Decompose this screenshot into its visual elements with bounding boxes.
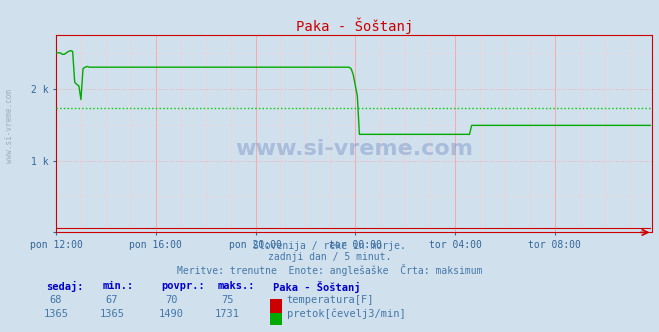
Text: temperatura[F]: temperatura[F] — [287, 295, 374, 305]
Text: Paka - Šoštanj: Paka - Šoštanj — [273, 281, 361, 292]
Text: povpr.:: povpr.: — [161, 281, 205, 290]
Text: pretok[čevelj3/min]: pretok[čevelj3/min] — [287, 309, 405, 319]
Text: www.si-vreme.com: www.si-vreme.com — [235, 139, 473, 159]
Text: Slovenija / reke in morje.: Slovenija / reke in morje. — [253, 241, 406, 251]
Text: maks.:: maks.: — [217, 281, 255, 290]
Text: 67: 67 — [106, 295, 118, 305]
Text: 1365: 1365 — [100, 309, 125, 319]
Text: Meritve: trenutne  Enote: anglešaške  Črta: maksimum: Meritve: trenutne Enote: anglešaške Črta… — [177, 264, 482, 276]
Text: www.si-vreme.com: www.si-vreme.com — [5, 89, 14, 163]
Text: 1365: 1365 — [43, 309, 69, 319]
Text: 1490: 1490 — [159, 309, 184, 319]
Text: 70: 70 — [165, 295, 177, 305]
Title: Paka - Šoštanj: Paka - Šoštanj — [296, 17, 413, 34]
Text: zadnji dan / 5 minut.: zadnji dan / 5 minut. — [268, 252, 391, 262]
Text: min.:: min.: — [102, 281, 133, 290]
Text: 75: 75 — [221, 295, 233, 305]
Text: sedaj:: sedaj: — [46, 281, 84, 291]
Text: 68: 68 — [50, 295, 62, 305]
Text: 1731: 1731 — [215, 309, 240, 319]
